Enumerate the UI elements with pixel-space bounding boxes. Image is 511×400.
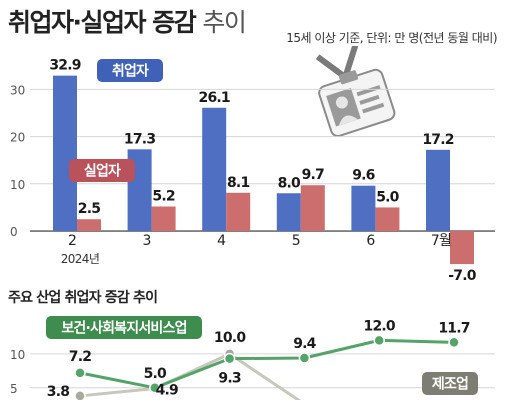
employed-bar <box>202 107 227 232</box>
health-value-label: 5.0 <box>144 366 167 382</box>
legend-manufacturing-bg <box>422 372 478 395</box>
health-value-label: 12.0 <box>364 318 396 334</box>
section2-title: 주요 산업 취업자 증감 추이 <box>8 290 158 306</box>
health-series-point <box>149 382 161 394</box>
bar-y-tick-label: 0 <box>10 225 18 239</box>
employed-value-label: 8.0 <box>278 175 301 191</box>
bar-y-tick-label: 20 <box>10 131 25 145</box>
bar-category-label: 4 <box>217 233 226 249</box>
employed-bar <box>351 185 376 232</box>
employed-value-label: 9.6 <box>352 168 374 184</box>
legend-employed: 취업자 <box>97 59 163 82</box>
legend-unemployed-bg <box>69 159 135 182</box>
manufacturing-series-point <box>74 390 86 400</box>
legend-employed-text: 취업자 <box>112 64 149 80</box>
employed-value-label: 17.3 <box>124 131 155 147</box>
health-series-line <box>79 338 455 390</box>
legend-employed-bg <box>97 59 163 82</box>
unemployed-bar <box>226 192 251 232</box>
employed-value-label: 32.9 <box>49 58 80 74</box>
bar-category-label: 3 <box>143 233 151 249</box>
health-series-point <box>448 336 460 349</box>
line-y-tick-label: 5 <box>10 382 18 396</box>
bar-y-tick-label: 10 <box>10 178 25 192</box>
bar-chart: 30 20 10 0 32.9 2.52 17.3 5.2 3 26.1 8.1 4 8.09.7 5 9.… <box>10 58 495 284</box>
bar-category-label: 2 <box>68 233 76 249</box>
bar-category-label: 6 <box>366 233 375 249</box>
employed-bar <box>426 149 450 232</box>
unemployed-value-label: -7.0 <box>448 268 476 284</box>
employed-value-label: 26.1 <box>199 90 230 106</box>
unemployed-value-label: 5.0 <box>376 189 399 205</box>
legend-unemployed: 실업자 <box>69 159 135 182</box>
unemployed-bar <box>77 219 101 232</box>
health-series-point <box>223 352 236 365</box>
health-value-label: 7.2 <box>69 349 91 365</box>
year-label: 2024년 <box>61 252 100 266</box>
page-title: 취업자·실업자 증감 추이 <box>8 3 247 39</box>
health-value-label: 9.4 <box>293 336 316 352</box>
manufacturing-series-line <box>79 352 302 400</box>
health-value-label: 9.3 <box>218 371 240 387</box>
unemployed-bar <box>300 185 325 232</box>
employed-bar <box>276 193 301 232</box>
legend-health-text: 보건·사회복지서비스업 <box>61 320 186 337</box>
unemployed-bar <box>151 206 176 232</box>
legend-unemployed-text: 실업자 <box>84 164 121 180</box>
id-badge-icon <box>315 46 396 138</box>
bar-category-label: 7월 <box>431 233 451 249</box>
title-sub-text: 추이 <box>202 8 247 37</box>
bar-category-label: 5 <box>292 233 300 249</box>
manufacturing-value-label: 4.9 <box>156 382 178 398</box>
unemployed-value-label: 2.5 <box>78 201 100 217</box>
unemployed-bar <box>375 207 400 232</box>
legend-health: 보건·사회복지서비스업 <box>46 316 202 339</box>
legend-manufacturing: 제조업 <box>422 372 478 395</box>
bar-y-tick-label: 30 <box>10 83 25 97</box>
unit-basis-note: 15세 이상 기준, 단위: 만 명(전년 동월 대비) <box>286 31 497 45</box>
health-series-point <box>298 352 311 364</box>
title-main-text: 취업자·실업자 증감 <box>8 8 197 37</box>
manufacturing-value-label: 10.0 <box>214 330 246 346</box>
unemployed-value-label: 9.7 <box>302 167 324 183</box>
employed-bar <box>53 75 77 232</box>
unemployed-value-label: 5.2 <box>152 188 174 204</box>
unemployed-bar <box>450 231 474 265</box>
unemployed-value-label: 8.1 <box>227 175 249 191</box>
health-series-point <box>373 334 385 347</box>
employed-value-label: 17.2 <box>422 132 453 148</box>
line-y-tick-label: 10 <box>10 348 25 362</box>
manufacturing-value-label: 3.8 <box>47 384 69 400</box>
legend-manufacturing-text: 제조업 <box>432 377 468 393</box>
health-value-label: 11.7 <box>438 320 469 336</box>
legend-health-bg <box>46 316 202 339</box>
health-series-point <box>74 367 86 379</box>
